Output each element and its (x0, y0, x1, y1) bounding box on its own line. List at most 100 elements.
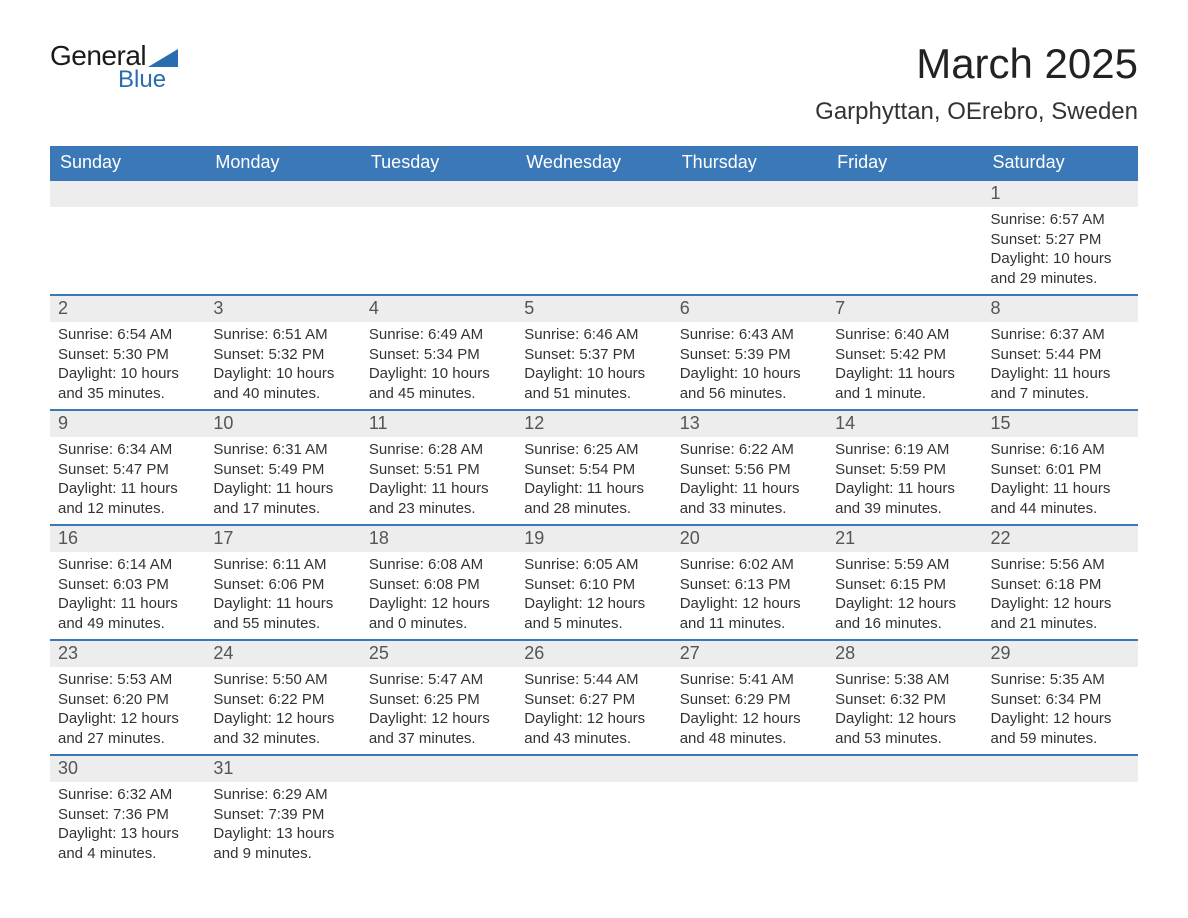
day-cell: 20Sunrise: 6:02 AMSunset: 6:13 PMDayligh… (672, 525, 827, 640)
daylight-text: Daylight: 12 hours and 27 minutes. (58, 709, 197, 748)
day-number: 11 (361, 411, 516, 437)
day-cell (827, 755, 982, 869)
week-row: 1Sunrise: 6:57 AMSunset: 5:27 PMDaylight… (50, 180, 1138, 295)
day-cell: 12Sunrise: 6:25 AMSunset: 5:54 PMDayligh… (516, 410, 671, 525)
day-body: Sunrise: 5:41 AMSunset: 6:29 PMDaylight:… (672, 667, 827, 754)
day-body: Sunrise: 6:22 AMSunset: 5:56 PMDaylight:… (672, 437, 827, 524)
day-cell: 5Sunrise: 6:46 AMSunset: 5:37 PMDaylight… (516, 295, 671, 410)
day-cell: 1Sunrise: 6:57 AMSunset: 5:27 PMDaylight… (983, 180, 1138, 295)
day-number: 25 (361, 641, 516, 667)
day-body: Sunrise: 6:49 AMSunset: 5:34 PMDaylight:… (361, 322, 516, 409)
daylight-text: Daylight: 12 hours and 53 minutes. (835, 709, 974, 748)
day-cell: 2Sunrise: 6:54 AMSunset: 5:30 PMDaylight… (50, 295, 205, 410)
day-body: Sunrise: 6:25 AMSunset: 5:54 PMDaylight:… (516, 437, 671, 524)
sunset-text: Sunset: 6:06 PM (213, 575, 352, 595)
day-body: Sunrise: 5:38 AMSunset: 6:32 PMDaylight:… (827, 667, 982, 754)
sunset-text: Sunset: 6:15 PM (835, 575, 974, 595)
day-number: 16 (50, 526, 205, 552)
sunset-text: Sunset: 6:27 PM (524, 690, 663, 710)
day-cell: 4Sunrise: 6:49 AMSunset: 5:34 PMDaylight… (361, 295, 516, 410)
day-number (205, 181, 360, 207)
day-body (672, 207, 827, 216)
day-cell: 29Sunrise: 5:35 AMSunset: 6:34 PMDayligh… (983, 640, 1138, 755)
sunrise-text: Sunrise: 5:50 AM (213, 670, 352, 690)
daylight-text: Daylight: 11 hours and 17 minutes. (213, 479, 352, 518)
sunset-text: Sunset: 5:27 PM (991, 230, 1130, 250)
daylight-text: Daylight: 10 hours and 35 minutes. (58, 364, 197, 403)
day-cell: 25Sunrise: 5:47 AMSunset: 6:25 PMDayligh… (361, 640, 516, 755)
daylight-text: Daylight: 10 hours and 40 minutes. (213, 364, 352, 403)
sunset-text: Sunset: 6:20 PM (58, 690, 197, 710)
day-cell: 18Sunrise: 6:08 AMSunset: 6:08 PMDayligh… (361, 525, 516, 640)
day-body (361, 207, 516, 216)
day-number (516, 756, 671, 782)
day-number: 22 (983, 526, 1138, 552)
day-number: 10 (205, 411, 360, 437)
day-body: Sunrise: 5:35 AMSunset: 6:34 PMDaylight:… (983, 667, 1138, 754)
sunrise-text: Sunrise: 6:34 AM (58, 440, 197, 460)
daylight-text: Daylight: 13 hours and 9 minutes. (213, 824, 352, 863)
sunset-text: Sunset: 5:59 PM (835, 460, 974, 480)
day-number: 23 (50, 641, 205, 667)
day-body: Sunrise: 6:43 AMSunset: 5:39 PMDaylight:… (672, 322, 827, 409)
day-cell: 8Sunrise: 6:37 AMSunset: 5:44 PMDaylight… (983, 295, 1138, 410)
day-number: 4 (361, 296, 516, 322)
day-number: 3 (205, 296, 360, 322)
sunrise-text: Sunrise: 6:31 AM (213, 440, 352, 460)
sunset-text: Sunset: 6:34 PM (991, 690, 1130, 710)
day-cell: 24Sunrise: 5:50 AMSunset: 6:22 PMDayligh… (205, 640, 360, 755)
day-body: Sunrise: 6:02 AMSunset: 6:13 PMDaylight:… (672, 552, 827, 639)
sunset-text: Sunset: 5:42 PM (835, 345, 974, 365)
daylight-text: Daylight: 12 hours and 21 minutes. (991, 594, 1130, 633)
day-body: Sunrise: 6:08 AMSunset: 6:08 PMDaylight:… (361, 552, 516, 639)
day-number: 19 (516, 526, 671, 552)
sunrise-text: Sunrise: 6:46 AM (524, 325, 663, 345)
sunset-text: Sunset: 6:25 PM (369, 690, 508, 710)
day-number: 9 (50, 411, 205, 437)
daylight-text: Daylight: 11 hours and 1 minute. (835, 364, 974, 403)
day-cell: 28Sunrise: 5:38 AMSunset: 6:32 PMDayligh… (827, 640, 982, 755)
day-cell (672, 755, 827, 869)
day-number (361, 181, 516, 207)
sunset-text: Sunset: 6:10 PM (524, 575, 663, 595)
day-body (827, 207, 982, 216)
day-body (672, 782, 827, 791)
day-body: Sunrise: 5:53 AMSunset: 6:20 PMDaylight:… (50, 667, 205, 754)
day-cell: 31Sunrise: 6:29 AMSunset: 7:39 PMDayligh… (205, 755, 360, 869)
day-number: 24 (205, 641, 360, 667)
location: Garphyttan, OErebro, Sweden (815, 98, 1138, 126)
daylight-text: Daylight: 12 hours and 5 minutes. (524, 594, 663, 633)
day-body (205, 207, 360, 216)
day-cell: 17Sunrise: 6:11 AMSunset: 6:06 PMDayligh… (205, 525, 360, 640)
day-cell: 21Sunrise: 5:59 AMSunset: 6:15 PMDayligh… (827, 525, 982, 640)
daylight-text: Daylight: 11 hours and 7 minutes. (991, 364, 1130, 403)
day-body: Sunrise: 5:59 AMSunset: 6:15 PMDaylight:… (827, 552, 982, 639)
day-cell (516, 180, 671, 295)
sunset-text: Sunset: 5:39 PM (680, 345, 819, 365)
sunrise-text: Sunrise: 6:25 AM (524, 440, 663, 460)
day-cell: 3 Sunrise: 6:51 AMSunset: 5:32 PMDaylight… (205, 295, 360, 410)
sunrise-text: Sunrise: 6:14 AM (58, 555, 197, 575)
day-body: Sunrise: 6:05 AMSunset: 6:10 PMDaylight:… (516, 552, 671, 639)
sunset-text: Sunset: 6:03 PM (58, 575, 197, 595)
sunrise-text: Sunrise: 6:51 AM (213, 325, 352, 345)
sunrise-text: Sunrise: 6:43 AM (680, 325, 819, 345)
day-number: 8 (983, 296, 1138, 322)
sunrise-text: Sunrise: 6:29 AM (213, 785, 352, 805)
day-body: Sunrise: 5:50 AMSunset: 6:22 PMDaylight:… (205, 667, 360, 754)
day-number: 7 (827, 296, 982, 322)
weekday-header: Wednesday (516, 146, 671, 180)
sunset-text: Sunset: 6:18 PM (991, 575, 1130, 595)
day-body: Sunrise: 6:54 AMSunset: 5:30 PMDaylight:… (50, 322, 205, 409)
day-cell: 23Sunrise: 5:53 AMSunset: 6:20 PMDayligh… (50, 640, 205, 755)
day-number (827, 181, 982, 207)
calendar-table: SundayMondayTuesdayWednesdayThursdayFrid… (50, 146, 1138, 869)
daylight-text: Daylight: 12 hours and 32 minutes. (213, 709, 352, 748)
day-cell (827, 180, 982, 295)
weekday-header: Saturday (983, 146, 1138, 180)
sunrise-text: Sunrise: 5:44 AM (524, 670, 663, 690)
week-row: 30Sunrise: 6:32 AMSunset: 7:36 PMDayligh… (50, 755, 1138, 869)
day-number: 6 (672, 296, 827, 322)
day-cell: 6Sunrise: 6:43 AMSunset: 5:39 PMDaylight… (672, 295, 827, 410)
sunset-text: Sunset: 5:32 PM (213, 345, 352, 365)
